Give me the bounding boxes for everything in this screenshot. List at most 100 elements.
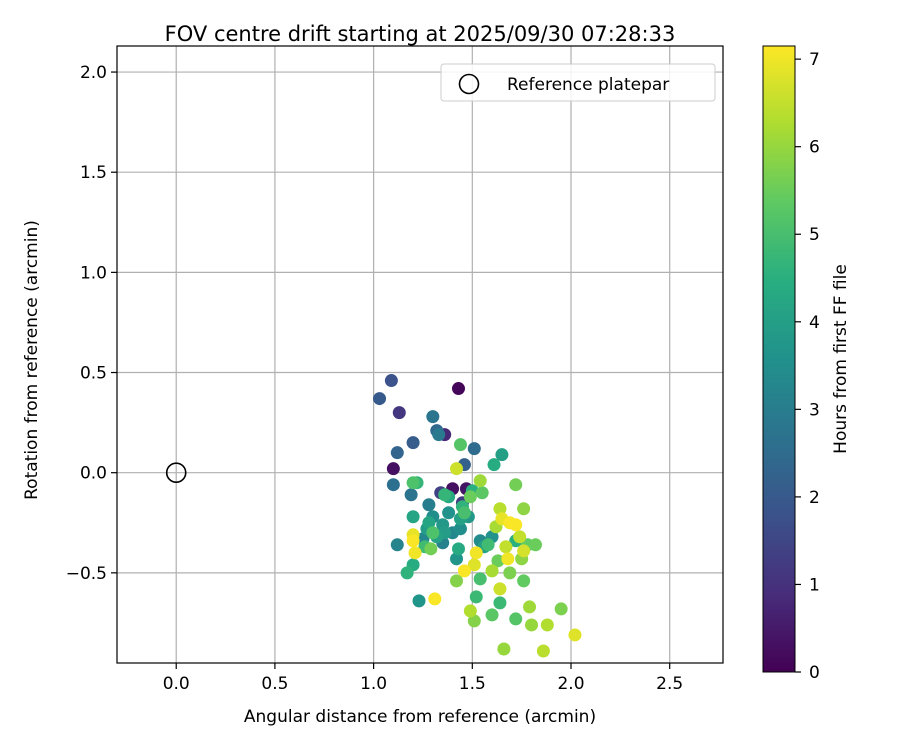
data-point bbox=[501, 552, 515, 566]
data-point bbox=[495, 448, 509, 462]
data-point bbox=[467, 558, 481, 572]
data-point bbox=[438, 488, 452, 502]
data-point bbox=[457, 564, 471, 578]
data-point bbox=[481, 538, 495, 552]
colorbar-ticks: 0 1 2 3 4 5 6 7 bbox=[795, 50, 820, 683]
data-point bbox=[453, 522, 467, 536]
data-point bbox=[469, 546, 483, 560]
data-point bbox=[485, 564, 499, 578]
data-point bbox=[412, 594, 426, 608]
data-point bbox=[463, 604, 477, 618]
y-tick-label: −0.5 bbox=[66, 564, 107, 584]
y-tick-label: 2.0 bbox=[80, 63, 107, 83]
data-point bbox=[408, 546, 422, 560]
grid bbox=[117, 46, 723, 663]
data-point bbox=[493, 596, 507, 610]
data-point bbox=[568, 628, 582, 642]
data-point bbox=[406, 436, 420, 450]
x-tick-label: 2.5 bbox=[656, 674, 683, 694]
colorbar-tick-label: 3 bbox=[809, 400, 820, 420]
legend-box bbox=[440, 63, 716, 102]
data-point bbox=[390, 538, 404, 552]
data-point bbox=[528, 538, 542, 552]
data-point bbox=[404, 488, 418, 502]
colorbar-tick-label: 1 bbox=[809, 575, 820, 595]
data-point bbox=[485, 608, 499, 622]
data-point bbox=[450, 552, 464, 566]
x-axis-label: Angular distance from reference (arcmin) bbox=[244, 707, 596, 727]
data-point bbox=[517, 544, 531, 558]
axis-ticks: 0.0 0.5 1.0 1.5 2.0 2.5 −0.5 0.0 0.5 1.0 1.5 2.0 bbox=[66, 63, 684, 694]
data-point bbox=[509, 478, 523, 492]
colorbar-label: Hours from first FF file bbox=[831, 264, 851, 454]
data-point bbox=[463, 490, 477, 504]
data-point bbox=[457, 506, 471, 520]
data-point bbox=[384, 374, 398, 388]
x-tick-label: 0.0 bbox=[163, 674, 190, 694]
data-point bbox=[493, 582, 507, 596]
data-point bbox=[406, 476, 420, 490]
data-point bbox=[497, 642, 511, 656]
data-point bbox=[517, 574, 531, 588]
data-point bbox=[424, 542, 438, 556]
data-point bbox=[493, 502, 507, 516]
data-point bbox=[523, 600, 537, 614]
data-point bbox=[451, 382, 465, 396]
y-tick-label: 0.5 bbox=[80, 364, 107, 384]
data-point bbox=[450, 462, 464, 476]
data-point bbox=[513, 530, 527, 544]
data-point bbox=[390, 446, 404, 460]
data-point bbox=[386, 462, 400, 476]
data-point bbox=[392, 406, 406, 420]
data-point bbox=[450, 574, 464, 588]
y-tick-label: 1.5 bbox=[80, 163, 107, 183]
colorbar-tick-label: 6 bbox=[809, 138, 820, 158]
data-point bbox=[509, 612, 523, 626]
data-point bbox=[475, 486, 489, 500]
legend-label: Reference platepar bbox=[507, 75, 669, 95]
data-point bbox=[467, 442, 481, 456]
data-point bbox=[426, 410, 440, 424]
data-point bbox=[467, 614, 481, 628]
data-point bbox=[499, 540, 513, 554]
colorbar bbox=[762, 45, 796, 673]
data-point bbox=[453, 438, 467, 452]
colorbar-tick-label: 2 bbox=[809, 488, 820, 508]
data-point bbox=[406, 510, 420, 524]
data-point bbox=[469, 590, 483, 604]
data-point bbox=[525, 618, 539, 632]
data-point bbox=[432, 428, 446, 442]
data-point bbox=[442, 506, 456, 520]
data-point bbox=[509, 518, 523, 532]
chart-title: FOV centre drift starting at 2025/09/30 … bbox=[165, 22, 676, 46]
colorbar-tick-label: 4 bbox=[809, 313, 820, 333]
plot-frame bbox=[116, 45, 724, 664]
data-point bbox=[540, 618, 554, 632]
x-tick-label: 2.0 bbox=[557, 674, 584, 694]
data-point bbox=[487, 458, 501, 472]
data-point bbox=[517, 502, 531, 516]
data-point bbox=[503, 566, 517, 580]
legend-marker bbox=[458, 73, 480, 95]
data-point bbox=[426, 526, 440, 540]
x-tick-label: 1.0 bbox=[360, 674, 387, 694]
y-tick-label: 0.0 bbox=[80, 464, 107, 484]
data-point bbox=[406, 534, 420, 548]
data-point bbox=[373, 392, 387, 406]
data-point bbox=[400, 566, 414, 580]
data-point bbox=[536, 644, 550, 658]
colorbar-tick-label: 5 bbox=[809, 225, 820, 245]
data-point bbox=[386, 478, 400, 492]
data-points bbox=[373, 374, 582, 658]
data-point bbox=[422, 498, 436, 512]
data-point bbox=[491, 554, 505, 568]
y-axis-label: Rotation from reference (arcmin) bbox=[22, 220, 42, 500]
data-point bbox=[554, 602, 568, 616]
data-point bbox=[473, 572, 487, 586]
y-tick-label: 1.0 bbox=[80, 263, 107, 283]
data-point bbox=[473, 474, 487, 488]
legend: Reference platepar bbox=[440, 63, 716, 102]
x-tick-label: 1.5 bbox=[459, 674, 486, 694]
